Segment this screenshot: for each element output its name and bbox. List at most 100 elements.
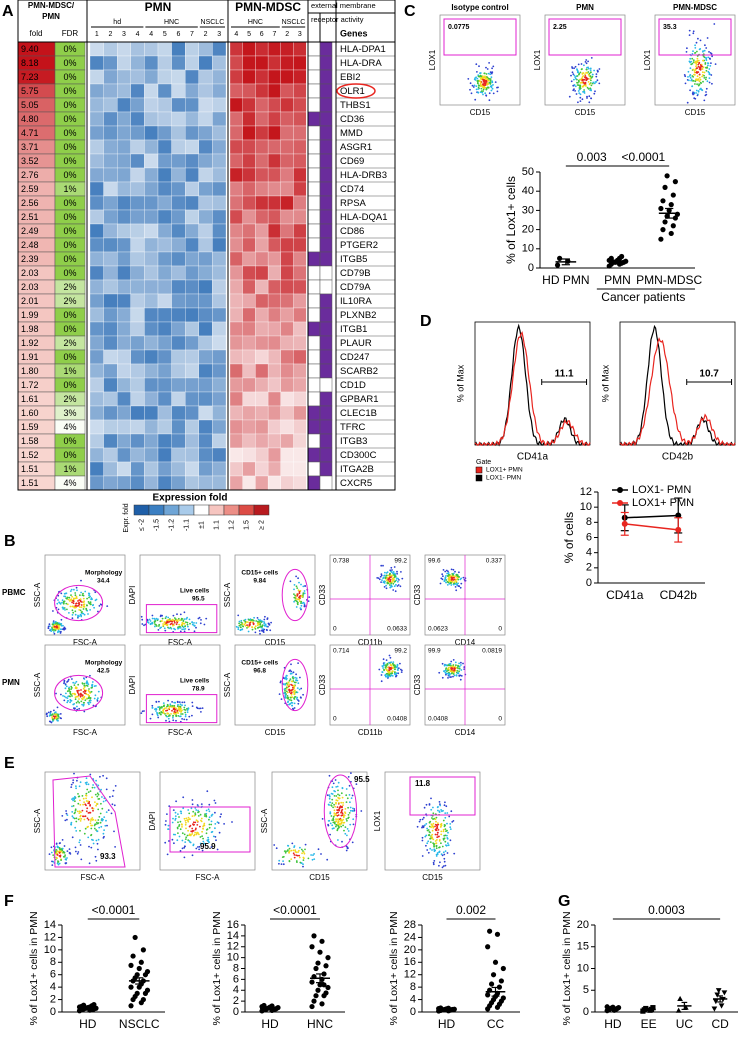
data-point — [485, 992, 491, 998]
flow-event — [72, 779, 75, 781]
flow-event — [455, 589, 458, 592]
heat-cell — [267, 195, 281, 211]
flow-event — [288, 685, 290, 688]
flow-event — [330, 805, 333, 807]
flow-event — [708, 68, 711, 70]
flow-event — [452, 664, 455, 666]
flow-event — [87, 783, 90, 786]
flow-event — [72, 599, 74, 602]
flow-event — [589, 67, 592, 70]
flow-event — [78, 795, 81, 798]
quadrant-value: 99.2 — [394, 648, 407, 655]
flow-event — [299, 676, 301, 679]
gate-value: 0.0775 — [448, 24, 470, 31]
flow-event — [694, 80, 697, 83]
flow-event — [456, 574, 459, 576]
flow-event — [416, 825, 419, 828]
legend-swatch — [208, 504, 225, 516]
fold-value: 1.60 — [21, 408, 39, 418]
flow-event — [698, 61, 701, 64]
flow-event — [191, 799, 194, 801]
annotation-cell — [319, 447, 333, 463]
flow-event — [159, 615, 162, 618]
flow-event — [198, 616, 201, 619]
flow-event — [482, 93, 484, 96]
flow-event — [84, 815, 87, 818]
flow-event — [183, 718, 186, 721]
heat-cell — [293, 55, 307, 71]
fold-value: 1.59 — [21, 422, 39, 432]
axis-label: SSC-A — [33, 672, 42, 697]
fold-value: 2.48 — [21, 240, 39, 250]
heat-cell — [89, 419, 104, 435]
flow-event — [86, 826, 89, 829]
flow-event — [255, 620, 258, 622]
legend-label: LOX1- PMN — [632, 484, 691, 496]
flow-event — [692, 32, 695, 35]
flow-event — [86, 604, 88, 606]
heat-cell — [198, 433, 213, 449]
legend-label: -1.5 — [153, 519, 160, 531]
heat-cell — [212, 391, 227, 407]
flow-event — [191, 803, 194, 806]
flow-event — [140, 712, 143, 714]
heat-cell — [267, 447, 281, 463]
flow-event — [167, 824, 170, 827]
y-axis-label: % of cells — [562, 512, 576, 563]
heat-cell — [171, 279, 186, 295]
flow-event — [79, 803, 82, 806]
flow-event — [292, 671, 295, 674]
flow-event — [583, 64, 585, 67]
flow-event — [62, 602, 65, 605]
flow-event — [295, 851, 298, 854]
flow-event — [450, 667, 453, 670]
flow-event — [452, 659, 455, 661]
flow-event — [246, 624, 249, 626]
annotation-cell — [307, 265, 321, 281]
heat-cell — [171, 237, 186, 253]
heat-cell — [103, 419, 118, 435]
flow-event — [588, 101, 591, 104]
flow-event — [187, 708, 190, 710]
flow-event — [579, 84, 582, 87]
gene-name: ITGB1 — [340, 324, 367, 335]
flow-event — [64, 854, 66, 857]
heat-cell — [229, 321, 243, 337]
flow-event — [204, 813, 206, 816]
flow-event — [692, 30, 695, 33]
heat-cell — [117, 97, 131, 113]
flow-event — [431, 849, 433, 851]
flow-event — [82, 701, 85, 704]
flow-event — [301, 602, 304, 604]
heat-cell — [103, 195, 118, 211]
flow-event — [210, 823, 213, 826]
flow-event — [490, 89, 493, 92]
flow-event — [85, 810, 88, 813]
flow-event — [388, 654, 391, 657]
flow-event — [573, 67, 575, 70]
flow-event — [302, 859, 305, 861]
flow-event — [337, 781, 340, 784]
flow-event — [172, 712, 175, 714]
flow-event — [476, 71, 478, 73]
y-tick-label: 0 — [233, 1006, 239, 1018]
flow-event — [73, 772, 75, 775]
flow-event — [240, 629, 242, 631]
flow-event — [298, 849, 300, 852]
flow-event — [588, 72, 591, 75]
axis-label: % of Max — [600, 364, 610, 402]
gate-value: 95.5 — [192, 596, 205, 603]
flow-event — [146, 619, 149, 622]
flow-event — [289, 696, 292, 699]
legend-swatch — [475, 466, 483, 474]
heat-cell — [157, 97, 172, 113]
flow-event — [78, 599, 81, 601]
flow-event — [75, 830, 78, 832]
flow-event — [699, 39, 702, 42]
flow-event — [435, 855, 438, 857]
heat-cell — [117, 391, 131, 407]
flow-event — [195, 827, 197, 830]
heat-cell — [280, 209, 294, 225]
flow-event — [53, 709, 55, 712]
heat-cell — [130, 83, 145, 99]
